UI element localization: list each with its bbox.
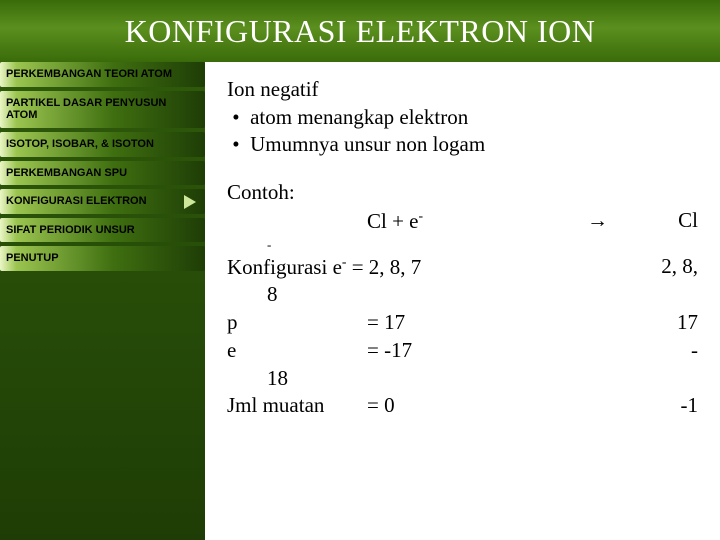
p-eq: = 17 <box>367 309 587 337</box>
bullet-2: • Umumnya unsur non logam <box>227 131 706 159</box>
atom-cl-result: Cl <box>678 208 698 232</box>
sidebar-item-label: PERKEMBANGAN TEORI ATOM <box>6 68 172 80</box>
p-row: p = 17 17 <box>227 309 706 337</box>
sidebar-item-label: ISOTOP, ISOBAR, & ISOTON <box>6 138 154 150</box>
p-right: 17 <box>587 309 706 337</box>
reaction-right: Cl <box>627 207 706 236</box>
ion-heading: Ion negatif <box>227 76 706 104</box>
sidebar-item-label: PARTIKEL DASAR PENYUSUN ATOM <box>6 97 166 122</box>
reaction-row: Cl + e- → Cl <box>227 207 706 236</box>
konfig-left: Konfigurasi e- = 2, 8, 7 <box>227 253 487 282</box>
eighteen: 18 <box>227 365 706 393</box>
eight: 8 <box>227 281 706 309</box>
body: PERKEMBANGAN TEORI ATOM PARTIKEL DASAR P… <box>0 62 720 540</box>
bullet-2-text: Umumnya unsur non logam <box>250 132 485 156</box>
bullet-1: • atom menangkap elektron <box>227 104 706 132</box>
reaction-left: Cl + e- <box>367 207 587 236</box>
content-area: Ion negatif • atom menangkap elektron • … <box>205 62 720 540</box>
sidebar-item-isotop[interactable]: ISOTOP, ISOBAR, & ISOTON <box>0 132 205 157</box>
sidebar-item-label: PERKEMBANGAN SPU <box>6 167 127 179</box>
konfig-right: 2, 8, <box>487 253 706 282</box>
sidebar-item-penutup[interactable]: PENUTUP <box>0 246 205 271</box>
konfig-eq: = 2, 8, 7 <box>346 255 421 279</box>
e-eq: = -17 <box>367 337 587 365</box>
jml-eq: = 0 <box>367 392 587 420</box>
title-text: KONFIGURASI ELEKTRON ION <box>125 13 596 50</box>
sidebar-item-label: KONFIGURASI ELEKTRON <box>6 195 147 207</box>
sidebar-item-teori-atom[interactable]: PERKEMBANGAN TEORI ATOM <box>0 62 205 87</box>
bullet-1-text: atom menangkap elektron <box>250 105 468 129</box>
jml-right: -1 <box>587 392 706 420</box>
jml-row: Jml muatan = 0 -1 <box>227 392 706 420</box>
contoh-label: Contoh: <box>227 179 706 207</box>
sidebar-item-partikel[interactable]: PARTIKEL DASAR PENYUSUN ATOM <box>0 91 205 128</box>
e-row: e = -17 - <box>227 337 706 365</box>
jml-label: Jml muatan <box>227 392 367 420</box>
e-right: - <box>587 337 706 365</box>
sub-dash: - <box>227 236 706 253</box>
konfig-label: Konfigurasi e <box>227 255 342 279</box>
sidebar-item-sifat[interactable]: SIFAT PERIODIK UNSUR <box>0 218 205 243</box>
sidebar-item-label: SIFAT PERIODIK UNSUR <box>6 224 135 236</box>
sidebar-item-label: PENUTUP <box>6 252 59 264</box>
sidebar-item-spu[interactable]: PERKEMBANGAN SPU <box>0 161 205 186</box>
plus-e: + e <box>387 209 419 233</box>
e-label: e <box>227 337 367 365</box>
sidebar-item-konfigurasi[interactable]: KONFIGURASI ELEKTRON <box>0 189 205 214</box>
p-label: p <box>227 309 367 337</box>
konfig-row: Konfigurasi e- = 2, 8, 7 2, 8, <box>227 253 706 282</box>
sup-minus: - <box>419 208 424 223</box>
atom-cl: Cl <box>367 209 387 233</box>
sidebar: PERKEMBANGAN TEORI ATOM PARTIKEL DASAR P… <box>0 62 205 540</box>
slide-title: KONFIGURASI ELEKTRON ION <box>0 0 720 62</box>
arrow-icon: → <box>587 207 627 236</box>
